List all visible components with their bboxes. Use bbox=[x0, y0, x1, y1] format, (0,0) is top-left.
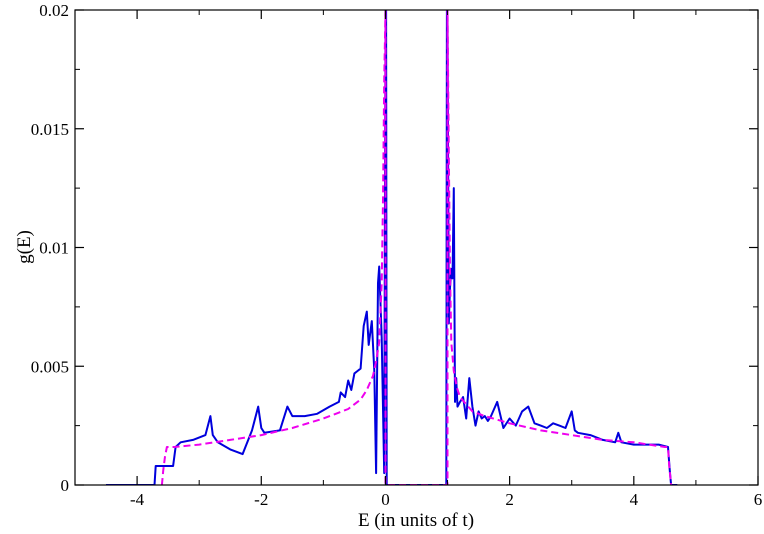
ticks-layer: -4 -2 0 2 4 6 0 0.005 0.01 0.015 0.02 bbox=[31, 1, 763, 509]
plot-frame bbox=[74, 9, 759, 486]
series-line-1 bbox=[106, 10, 678, 485]
x-tick-label: 4 bbox=[630, 490, 639, 509]
y-tick-label: 0 bbox=[61, 476, 70, 495]
x-tick-label: 2 bbox=[505, 490, 514, 509]
y-tick-label: 0.02 bbox=[39, 1, 69, 20]
x-tick-label: -2 bbox=[254, 490, 268, 509]
y-tick-label: 0.015 bbox=[31, 120, 69, 139]
x-tick-label: -4 bbox=[130, 490, 145, 509]
series-line-2 bbox=[160, 10, 673, 485]
y-tick-label: 0.01 bbox=[39, 239, 69, 258]
x-tick-label: 6 bbox=[754, 490, 763, 509]
y-axis-label: g(E) bbox=[14, 230, 35, 264]
x-tick-label: 0 bbox=[381, 490, 390, 509]
series-layer bbox=[106, 10, 678, 485]
y-tick-label: 0.005 bbox=[31, 357, 69, 376]
x-axis-label: E (in units of t) bbox=[358, 510, 474, 531]
